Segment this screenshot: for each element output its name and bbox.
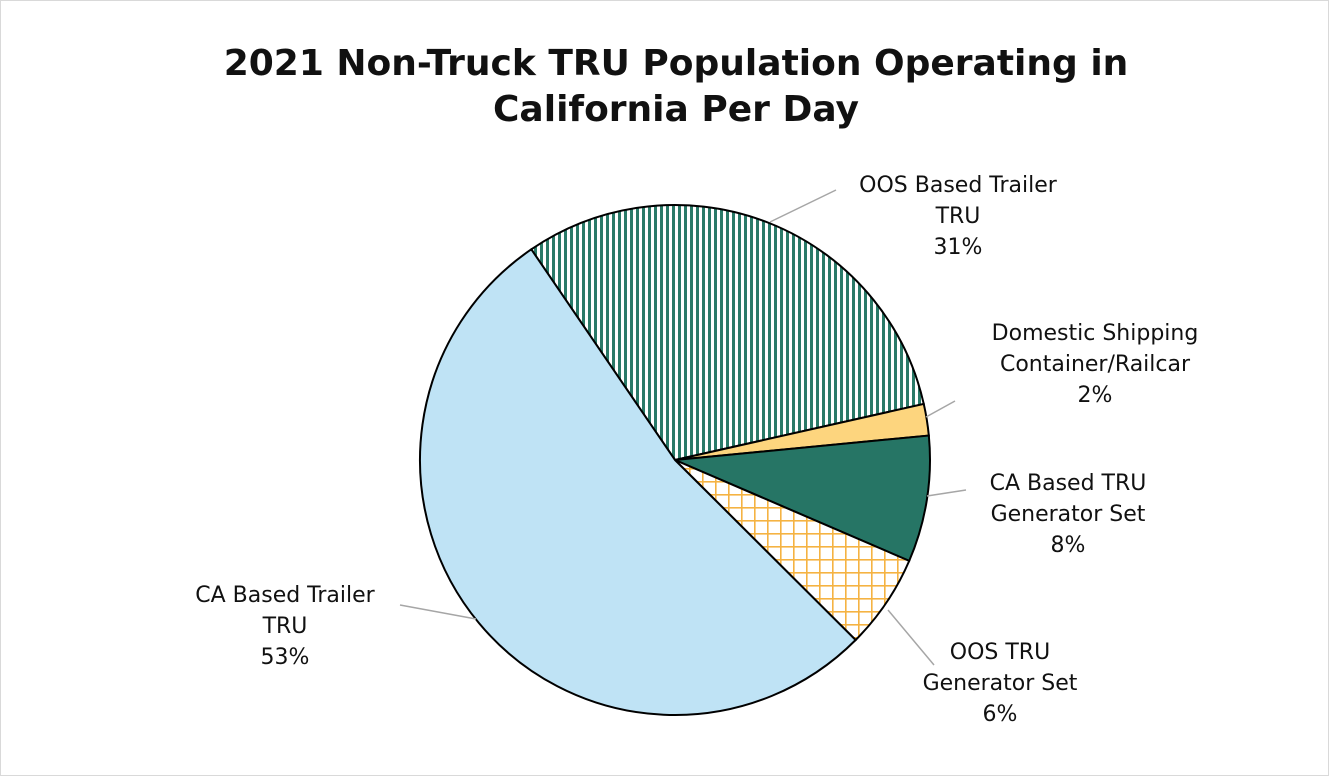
slice-label: OOS Based Trailer TRU 31% <box>848 170 1068 263</box>
slice-label-value: 31% <box>933 235 983 260</box>
pie-slice <box>529 204 925 462</box>
leader-line <box>926 489 967 497</box>
slice-label: CA Based Trailer TRU 53% <box>175 580 395 673</box>
slice-label-value: 2% <box>1077 383 1113 408</box>
slice-label-value: 6% <box>982 702 1018 727</box>
slice-label: Domestic Shipping Container/Railcar 2% <box>975 318 1215 411</box>
slice-label-name: OOS TRU Generator Set <box>922 640 1078 696</box>
slice-label: OOS TRU Generator Set 6% <box>915 637 1085 730</box>
slice-label-value: 53% <box>260 645 310 670</box>
pie-slice <box>674 434 931 563</box>
leader-line <box>769 189 837 223</box>
slice-label-name: CA Based Trailer TRU <box>195 583 375 639</box>
leader-line <box>887 609 935 666</box>
leader-line <box>925 400 956 418</box>
slice-label-name: Domestic Shipping Container/Railcar <box>991 321 1199 377</box>
pie-slice <box>419 247 858 716</box>
slice-label-name: OOS Based Trailer TRU <box>859 173 1057 229</box>
chart-title: 2021 Non-Truck TRU Population Operating … <box>223 43 1129 130</box>
slice-label: CA Based TRU Generator Set 8% <box>968 468 1168 561</box>
leader-line <box>399 604 477 620</box>
slice-label-value: 8% <box>1050 533 1086 558</box>
slice-label-name: CA Based TRU Generator Set <box>989 471 1147 527</box>
